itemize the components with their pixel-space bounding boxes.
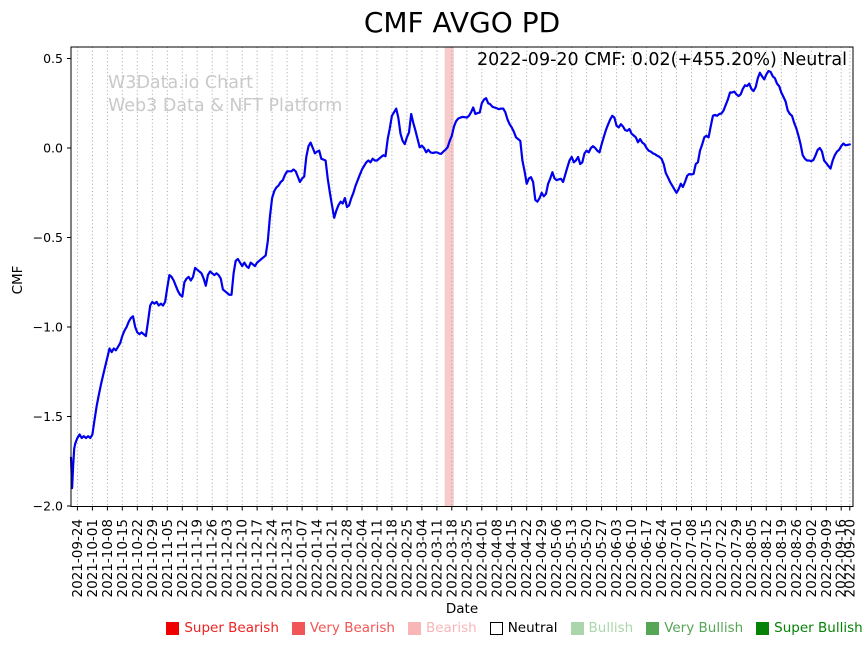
x-tick-label: 2022-08-26 bbox=[789, 519, 805, 597]
legend-swatch-very-bullish bbox=[646, 621, 660, 635]
x-tick-label: 2022-09-09 bbox=[819, 519, 835, 597]
x-tick-label: 2021-12-17 bbox=[250, 519, 266, 597]
x-tick-label: 2022-04-15 bbox=[504, 519, 520, 597]
x-tick-label: 2022-07-15 bbox=[699, 519, 715, 597]
x-tick-label: 2021-12-10 bbox=[235, 519, 251, 597]
x-tick-label: 2022-02-11 bbox=[370, 519, 386, 597]
x-tick-label: 2021-10-29 bbox=[145, 519, 161, 597]
x-tick-label: 2022-07-22 bbox=[714, 519, 730, 597]
y-tick-label: −2.0 bbox=[33, 498, 63, 513]
x-tick-label: 2022-06-10 bbox=[624, 519, 640, 597]
x-tick-label: 2022-09-20 bbox=[842, 519, 858, 597]
x-tick-label: 2022-08-05 bbox=[744, 519, 760, 597]
legend-label: Super Bearish bbox=[184, 620, 279, 636]
x-tick-label: 2022-06-03 bbox=[609, 519, 625, 597]
x-tick-label: 2022-04-01 bbox=[474, 519, 490, 597]
legend: Super Bearish Very Bearish Bearish Neutr… bbox=[166, 620, 863, 636]
x-tick-label: 2022-02-25 bbox=[399, 519, 415, 597]
x-tick-label: 2022-09-02 bbox=[804, 519, 820, 597]
x-tick-label: 2022-09-16 bbox=[834, 519, 850, 597]
x-tick-label: 2022-08-19 bbox=[774, 519, 790, 597]
legend-item-super-bullish: Super Bullish bbox=[756, 620, 863, 636]
x-tick-label: 2021-10-22 bbox=[130, 519, 146, 597]
legend-swatch-bullish bbox=[570, 621, 584, 635]
y-tick-label: 0.5 bbox=[43, 51, 63, 66]
chart-title: CMF AVGO PD bbox=[363, 6, 561, 39]
watermark: W3Data.io Chart Web3 Data & NFT Platform bbox=[108, 72, 342, 118]
x-tick-label: 2021-12-31 bbox=[280, 519, 296, 597]
legend-item-bullish: Bullish bbox=[570, 620, 634, 636]
x-tick-label: 2021-09-24 bbox=[70, 519, 86, 597]
x-tick-label: 2021-10-01 bbox=[85, 519, 101, 597]
x-tick-label: 2022-03-04 bbox=[414, 519, 430, 597]
x-tick-label: 2022-05-13 bbox=[564, 519, 580, 597]
legend-swatch-super-bullish bbox=[756, 621, 770, 635]
x-tick-label: 2022-02-18 bbox=[384, 519, 400, 597]
y-tick-label: −0.5 bbox=[33, 230, 63, 245]
legend-item-bearish: Bearish bbox=[407, 620, 477, 636]
x-tick-label: 2022-01-21 bbox=[325, 519, 341, 597]
x-tick-label: 2021-12-24 bbox=[265, 519, 281, 597]
x-tick-label: 2021-10-08 bbox=[100, 519, 116, 597]
x-tick-label: 2021-11-26 bbox=[205, 519, 221, 597]
x-tick-label: 2022-05-27 bbox=[594, 519, 610, 597]
legend-item-neutral: Neutral bbox=[489, 620, 558, 636]
legend-item-super-bearish: Super Bearish bbox=[166, 620, 279, 636]
x-tick-label: 2022-04-29 bbox=[534, 519, 550, 597]
legend-item-very-bullish: Very Bullish bbox=[646, 620, 743, 636]
legend-label: Bearish bbox=[425, 620, 477, 636]
x-tick-label: 2022-04-22 bbox=[519, 519, 535, 597]
x-tick-label: 2021-12-03 bbox=[220, 519, 236, 597]
legend-swatch-bearish bbox=[407, 621, 421, 635]
x-tick-label: 2022-01-07 bbox=[295, 519, 311, 597]
x-tick-label: 2022-07-01 bbox=[669, 519, 685, 597]
legend-swatch-neutral bbox=[489, 621, 503, 635]
x-tick-label: 2022-07-29 bbox=[729, 519, 745, 597]
x-tick-label: 2022-03-18 bbox=[444, 519, 460, 597]
x-tick-label: 2022-06-17 bbox=[639, 519, 655, 597]
plot-border bbox=[70, 46, 854, 507]
watermark-line1: W3Data.io Chart bbox=[108, 73, 254, 93]
watermark-line2: Web3 Data & NFT Platform bbox=[108, 96, 343, 116]
x-tick-label: 2022-01-28 bbox=[340, 519, 356, 597]
x-tick-label: 2022-08-12 bbox=[759, 519, 775, 597]
y-tick-label: −1.0 bbox=[33, 319, 63, 334]
y-tick-label: 0.0 bbox=[43, 140, 63, 155]
x-tick-label: 2022-03-11 bbox=[429, 519, 445, 597]
legend-label: Bullish bbox=[588, 620, 634, 636]
legend-label: Very Bearish bbox=[309, 620, 395, 636]
y-tick-label: −1.5 bbox=[33, 409, 63, 424]
x-tick-label: 2022-04-08 bbox=[489, 519, 505, 597]
x-tick-label: 2022-02-04 bbox=[355, 519, 371, 597]
latest-value-annotation: 2022-09-20 CMF: 0.02(+455.20%) Neutral bbox=[476, 50, 847, 70]
x-tick-label: 2022-01-14 bbox=[310, 519, 326, 597]
x-tick-label: 2022-03-25 bbox=[459, 519, 475, 597]
cmf-line bbox=[69, 69, 851, 490]
x-tick-label: 2021-11-19 bbox=[190, 519, 206, 597]
legend-item-very-bearish: Very Bearish bbox=[291, 620, 395, 636]
legend-label: Very Bullish bbox=[664, 620, 744, 636]
x-tick-label: 2021-11-12 bbox=[175, 519, 191, 597]
x-tick-label: 2021-10-15 bbox=[115, 519, 131, 597]
legend-label: Neutral bbox=[507, 620, 558, 636]
x-tick-label: 2021-11-05 bbox=[160, 519, 176, 597]
highlight-band bbox=[444, 47, 454, 507]
y-axis-label: CMF bbox=[10, 265, 26, 295]
legend-swatch-super-bearish bbox=[166, 621, 180, 635]
legend-label: Super Bullish bbox=[774, 620, 863, 636]
x-tick-label: 2022-07-08 bbox=[684, 519, 700, 597]
legend-swatch-very-bearish bbox=[291, 621, 305, 635]
x-tick-label: 2022-06-24 bbox=[654, 519, 670, 597]
x-tick-label: 2022-05-20 bbox=[579, 519, 595, 597]
x-axis-label: Date bbox=[445, 601, 479, 617]
x-tick-label: 2022-05-06 bbox=[549, 519, 565, 597]
